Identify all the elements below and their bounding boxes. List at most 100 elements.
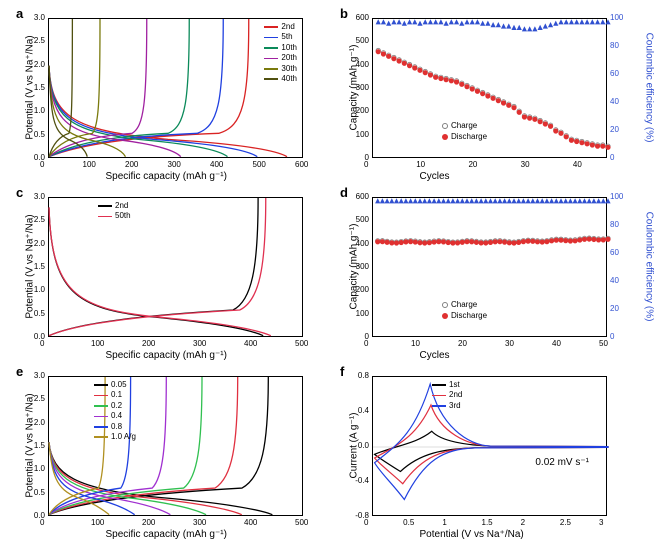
data-point (418, 241, 422, 245)
data-point (592, 237, 596, 241)
legend-item: 2nd (264, 22, 297, 32)
y-tick-right: 0 (610, 153, 614, 162)
legend-item: Discharge (442, 311, 487, 321)
y-tick-right: 100 (610, 192, 623, 201)
panel-label: a (16, 6, 23, 21)
data-point (480, 91, 484, 95)
y-tick: 2.5 (34, 215, 45, 224)
data-point (474, 198, 479, 203)
y-tick-right: 80 (610, 220, 619, 229)
data-point (418, 68, 422, 72)
y-tick: 0.0 (34, 153, 45, 162)
data-point (454, 19, 459, 24)
data-point (488, 240, 492, 244)
data-point (564, 19, 569, 24)
legend-item: Charge (442, 121, 487, 131)
series-line (49, 198, 258, 336)
data-point (493, 240, 497, 244)
data-point (533, 117, 537, 121)
data-point (582, 237, 586, 241)
data-point (433, 19, 438, 24)
data-point (423, 70, 427, 74)
data-point (493, 198, 498, 203)
panel-b: b010203040010020030040050060002040608010… (372, 18, 607, 158)
y-tick-right: 100 (610, 13, 623, 22)
y-tick-right: 20 (610, 304, 619, 313)
data-point (446, 240, 450, 244)
y-tick: 1.0 (34, 285, 45, 294)
legend-item: 0.4 (94, 411, 136, 421)
x-tick: 200 (142, 339, 155, 348)
data-point (585, 19, 590, 24)
data-point (432, 240, 436, 244)
x-tick: 100 (91, 518, 104, 527)
data-point (391, 19, 396, 24)
y-tick-right: 60 (610, 248, 619, 257)
data-point (375, 198, 380, 203)
series-line (49, 19, 100, 157)
data-point (506, 23, 511, 28)
data-point (521, 198, 526, 203)
y-tick: 0.0 (358, 441, 369, 450)
data-point (573, 198, 578, 203)
data-point (413, 66, 417, 70)
legend-item: 30th (264, 64, 297, 74)
legend-item: 3rd (432, 401, 462, 411)
y-tick: 1.5 (34, 262, 45, 271)
data-point (538, 25, 543, 30)
data-point (439, 76, 443, 80)
data-point (601, 144, 605, 148)
legend-label: 2nd (449, 390, 462, 400)
x-axis-label: Specific capacity (mAh g⁻¹) (106, 171, 227, 182)
legend-item: 2nd (98, 201, 131, 211)
x-tick: 10 (411, 339, 420, 348)
y-axis-label: Potential (V vs Na⁺/Na) (25, 207, 36, 327)
data-point (460, 82, 464, 86)
y-tick-right: 20 (610, 125, 619, 134)
data-point (454, 80, 458, 84)
x-tick: 50 (599, 339, 608, 348)
data-point (501, 101, 505, 105)
x-tick: 100 (83, 160, 96, 169)
data-point (540, 240, 544, 244)
y-tick: 0.0 (34, 511, 45, 520)
data-point (459, 21, 464, 26)
plot-area (372, 18, 607, 158)
data-point (543, 23, 548, 28)
data-point (596, 198, 601, 203)
data-point (549, 239, 553, 243)
data-point (507, 241, 511, 245)
data-point (527, 26, 532, 31)
y-axis-label: Capacity (mAh g⁻¹) (349, 28, 360, 148)
data-point (540, 198, 545, 203)
x-tick: 10 (416, 160, 425, 169)
x-tick: 20 (468, 160, 477, 169)
legend-label: 0.2 (111, 401, 122, 411)
data-point (590, 19, 595, 24)
data-point (389, 198, 394, 203)
data-point (491, 22, 496, 27)
y-tick: 0.5 (34, 488, 45, 497)
x-tick: 200 (125, 160, 138, 169)
y-tick: 2.0 (34, 60, 45, 69)
legend: Charge Discharge (442, 121, 487, 142)
data-point (479, 241, 483, 245)
data-point (479, 198, 484, 203)
x-tick: 3 (599, 518, 603, 527)
x-tick: 20 (458, 339, 467, 348)
y-tick: 1.5 (34, 441, 45, 450)
data-point (578, 238, 582, 242)
data-point (497, 198, 502, 203)
data-point (464, 19, 469, 24)
legend-label: 0.4 (111, 411, 122, 421)
data-point (590, 143, 594, 147)
data-point (585, 142, 589, 146)
data-point (465, 84, 469, 88)
data-point (381, 52, 385, 56)
data-point (512, 105, 516, 109)
data-point (577, 198, 582, 203)
data-point (399, 198, 404, 203)
plot-svg (49, 377, 304, 517)
x-tick: 40 (552, 339, 561, 348)
y-axis-label-right: Coulombic efficiency (%) (644, 18, 655, 158)
